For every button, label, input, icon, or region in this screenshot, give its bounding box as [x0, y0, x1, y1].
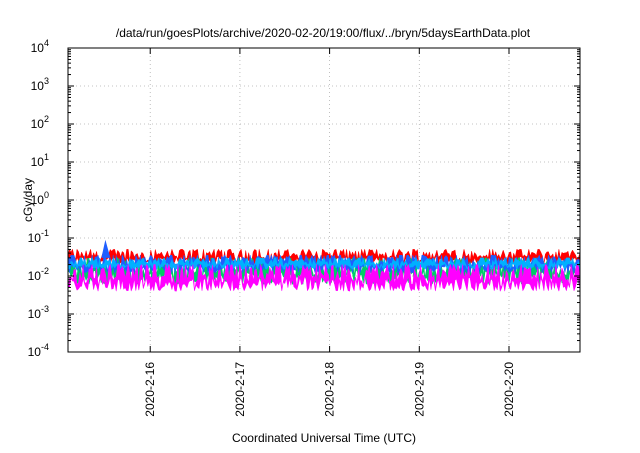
y-tick-label: 10-1: [28, 228, 49, 245]
x-axis: 2020-2-16 2020-2-17 2020-2-18 2020-2-19 2020…: [143, 48, 516, 417]
y-tick-label-exponent: 3: [44, 76, 49, 86]
peak-spike: [101, 239, 111, 258]
y-tick-label-base: 10: [28, 307, 42, 321]
y-tick-label-exponent: 0: [44, 190, 49, 200]
y-tick-label-exponent: -2: [41, 266, 49, 276]
y-tick-label: 104: [31, 38, 49, 55]
x-tick-label: 2020-2-19: [412, 362, 426, 417]
series-group: [67, 239, 581, 292]
y-tick-label: 102: [31, 114, 49, 131]
y-tick-label: 10-4: [28, 342, 49, 359]
y-tick-label-base: 10: [28, 345, 42, 359]
y-tick-label: 103: [31, 76, 49, 93]
y-tick-label-base: 10: [31, 155, 45, 169]
y-tick-label: 10-2: [28, 266, 49, 283]
y-tick-label-base: 10: [31, 79, 45, 93]
y-tick-label-exponent: 2: [44, 114, 49, 124]
x-axis-label: Coordinated Universal Time (UTC): [232, 431, 416, 445]
y-axis-label: cGy/day: [21, 178, 35, 222]
y-tick-label-base: 10: [31, 41, 45, 55]
y-tick-label-exponent: -4: [41, 342, 49, 352]
x-tick-label: 2020-2-18: [323, 362, 337, 417]
grid: [68, 48, 580, 352]
y-tick-label: 101: [31, 152, 49, 169]
x-tick-label: 2020-2-16: [143, 362, 157, 417]
x-tick-label: 2020-2-20: [502, 362, 516, 417]
x-tick-label: 2020-2-17: [233, 362, 247, 417]
y-tick-label: 100: [31, 190, 49, 207]
y-tick-label-exponent: 1: [44, 152, 49, 162]
y-tick-label-base: 10: [31, 117, 45, 131]
y-tick-label-exponent: -3: [41, 304, 49, 314]
y-tick-label: 10-3: [28, 304, 49, 321]
chart-title: /data/run/goesPlots/archive/2020-02-20/1…: [116, 26, 531, 40]
y-tick-label-base: 10: [28, 269, 42, 283]
y-tick-label-base: 10: [31, 193, 45, 207]
y-tick-label-exponent: -1: [41, 228, 49, 238]
y-tick-label-base: 10: [28, 231, 42, 245]
y-tick-label-exponent: 4: [44, 38, 49, 48]
